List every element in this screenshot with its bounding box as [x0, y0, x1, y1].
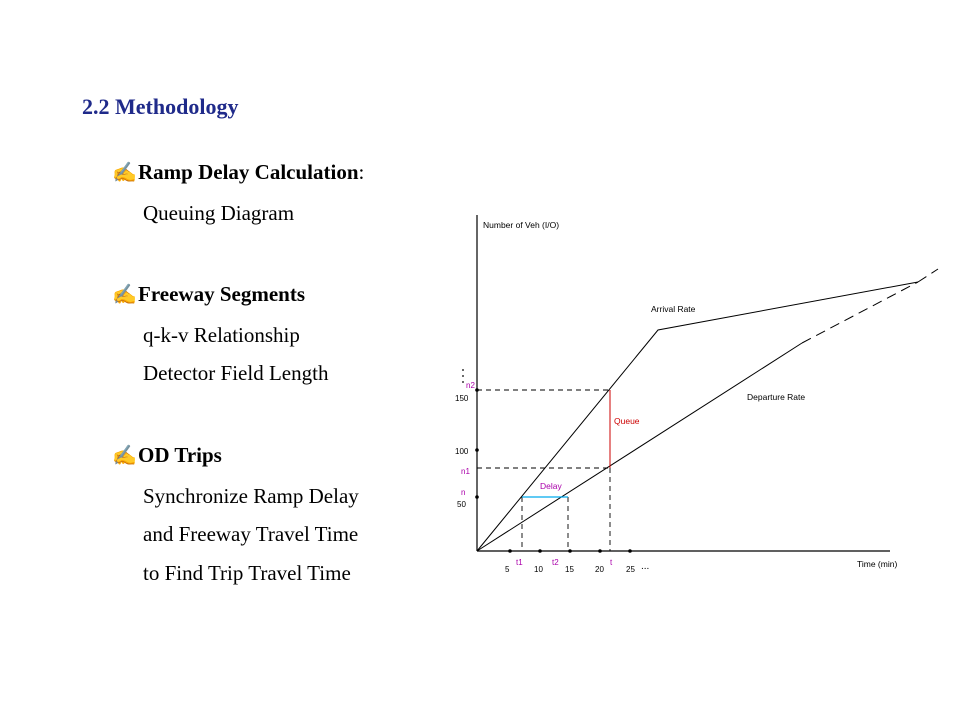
x-marker-label: t1	[516, 558, 523, 567]
x-tick-dot	[628, 549, 632, 553]
bullet-line: Detector Field Length	[143, 361, 329, 385]
bullet-line: Synchronize Ramp Delay	[143, 484, 359, 508]
x-tick-label: 20	[595, 565, 604, 574]
y-marker-label: n1	[461, 467, 470, 476]
x-tick-label: 15	[565, 565, 574, 574]
x-axis-label: Time (min)	[857, 559, 897, 569]
y-tick-dot	[475, 448, 479, 452]
x-tick-dot	[508, 549, 512, 553]
y-marker-label: n2	[466, 381, 475, 390]
bullet-title: OD Trips	[138, 443, 222, 467]
bullet-title: Ramp Delay Calculation	[138, 160, 359, 184]
bullet-line: Queuing Diagram	[143, 201, 295, 225]
x-marker-label: t	[610, 558, 613, 567]
bullet-line: to Find Trip Travel Time	[143, 561, 351, 585]
y-axis-label: Number of Veh (I/O)	[483, 220, 559, 230]
pen-icon: ✍	[112, 445, 137, 467]
y-marker-label: n	[461, 488, 465, 497]
section-heading: 2.2 Methodology	[82, 94, 239, 119]
bullet-title: Freeway Segments	[138, 282, 305, 306]
y-tick-dot	[475, 495, 479, 499]
x-marker-label: t2	[552, 558, 559, 567]
arrival-curve	[476, 281, 919, 552]
x-tick-dot	[568, 549, 572, 553]
departure-label: Departure Rate	[747, 392, 805, 402]
y-ellipsis-dot	[462, 381, 464, 383]
x-tick-label: 10	[534, 565, 543, 574]
y-tick-label: 50	[457, 500, 466, 509]
y-ellipsis-dot	[462, 375, 464, 377]
y-tick-dot	[475, 388, 479, 392]
bullet-line: and Freeway Travel Time	[143, 522, 359, 546]
x-tick-dot	[538, 549, 542, 553]
bullet-ramp-delay: ✍Ramp Delay Calculation:	[112, 160, 364, 185]
x-tick-label: 25	[626, 565, 635, 574]
queue-label: Queue	[614, 416, 640, 426]
arrival-curve-extension	[917, 268, 939, 283]
pen-icon: ✍	[112, 284, 137, 306]
bullet-suffix: :	[358, 160, 365, 184]
x-ellipsis: ...	[641, 561, 649, 572]
bullet-freeway-segments: ✍Freeway Segments	[112, 282, 305, 307]
delay-label: Delay	[540, 481, 562, 491]
departure-curve-extension	[801, 281, 919, 344]
departure-curve	[476, 342, 803, 552]
y-tick-label: 150	[455, 394, 469, 403]
x-tick-label: 5	[505, 565, 510, 574]
y-ellipsis-dot	[462, 369, 464, 371]
y-tick-label: 100	[455, 447, 469, 456]
bullet-line: q-k-v Relationship	[143, 323, 300, 347]
bullet-od-trips: ✍OD Trips	[112, 443, 222, 468]
pen-icon: ✍	[112, 162, 137, 184]
arrival-label: Arrival Rate	[651, 304, 696, 314]
x-tick-dot	[598, 549, 602, 553]
